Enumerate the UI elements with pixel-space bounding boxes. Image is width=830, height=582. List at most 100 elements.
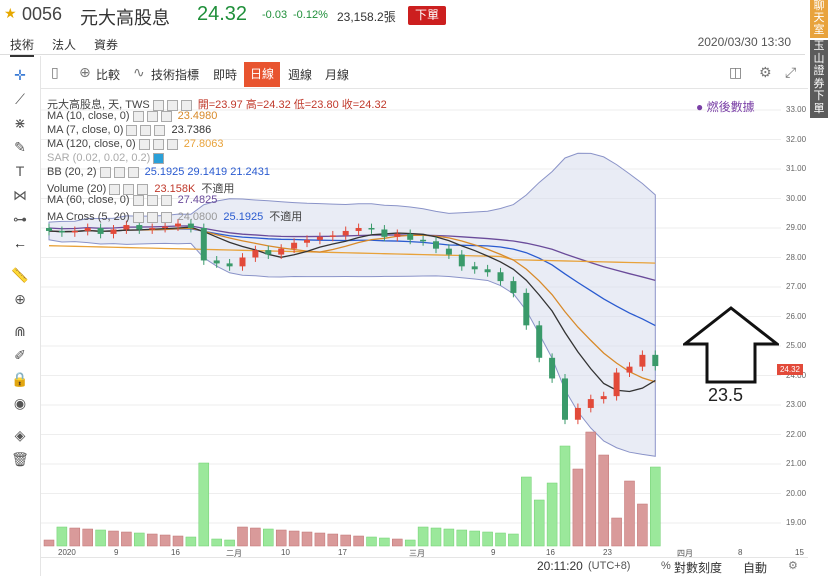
volume-bar xyxy=(572,468,584,547)
compare-icon[interactable]: ⊕ xyxy=(79,64,91,80)
crosshair-icon[interactable]: ✛ xyxy=(14,67,26,83)
chart-area[interactable]: 元大高股息, 天, TWS 開=23.97 高=24.32 低=23.80 收=… xyxy=(41,90,809,580)
candle-body xyxy=(549,357,556,379)
x-tick: 10 xyxy=(281,548,290,557)
volume-bar xyxy=(430,527,442,547)
candle-body xyxy=(420,239,427,242)
candle-body xyxy=(58,230,65,233)
candle-body xyxy=(252,250,259,258)
timezone[interactable]: (UTC+8) xyxy=(588,560,631,572)
draw-mode-icon[interactable]: ✐ xyxy=(14,347,26,363)
fib-tool-icon[interactable]: ⋇ xyxy=(14,115,26,131)
volume-bar xyxy=(508,533,519,547)
intraday-button[interactable]: 即時 xyxy=(213,68,238,82)
candle-body xyxy=(84,228,91,231)
broker-order-button[interactable]: 玉山證券下單 xyxy=(810,40,828,118)
weekly-button[interactable]: 週線 xyxy=(288,68,313,82)
tab-technical[interactable]: 技術 xyxy=(10,36,35,57)
legend-ma60: MA (60, close, 0) 27.4825 xyxy=(47,194,218,206)
sponsor-label[interactable]: ● 燃後數據 xyxy=(696,100,755,114)
chat-button[interactable]: 聊天室 xyxy=(810,0,828,38)
volume-bar xyxy=(237,526,248,547)
gear-icon[interactable]: ⚙ xyxy=(788,560,798,572)
volume-bar xyxy=(379,537,390,547)
candle-body xyxy=(46,228,52,231)
volume-bar xyxy=(546,482,558,547)
back-arrow-icon[interactable]: ← xyxy=(13,235,27,251)
volume-bar xyxy=(495,532,506,547)
bollinger-band xyxy=(48,152,656,457)
y-tick: 23.00 xyxy=(786,400,807,409)
legend-main: 元大高股息, 天, TWS 開=23.97 高=24.32 低=23.80 收=… xyxy=(47,96,390,112)
pencil-icon[interactable]: ✎ xyxy=(14,139,26,155)
star-icon[interactable]: ★ xyxy=(4,5,17,21)
camera-icon[interactable]: ◫ xyxy=(729,64,743,80)
candle-body xyxy=(445,248,452,255)
line-tool-icon[interactable]: ⟋ xyxy=(15,91,25,107)
legend-title: 元大高股息, 天, TWS xyxy=(47,99,150,111)
eye-icon[interactable]: ◉ xyxy=(13,395,27,411)
volume-bar xyxy=(56,526,68,547)
x-tick: 16 xyxy=(546,548,555,557)
magnet-icon[interactable]: ⋒ xyxy=(14,323,26,339)
trash-icon[interactable]: 🗑 xyxy=(11,451,29,467)
volume-bar xyxy=(650,466,661,547)
lock-icon[interactable]: 🔒 xyxy=(11,371,29,387)
auto-scale-toggle[interactable]: 自動 xyxy=(743,561,768,575)
volume-bar xyxy=(533,499,545,547)
fullscreen-icon[interactable]: ⤢ xyxy=(785,64,797,80)
header: ★ 0056 元大高股息 24.32 -0.03 -0.12% 23,158.2… xyxy=(0,0,805,32)
zoom-in-icon[interactable]: ⊕ xyxy=(14,291,26,307)
candle-body xyxy=(342,230,349,236)
tab-institutional[interactable]: 法人 xyxy=(52,38,77,52)
y-tick: 32.00 xyxy=(786,134,807,144)
stock-name: 元大高股息 xyxy=(80,8,170,28)
volume-bar xyxy=(198,462,210,547)
legend-bb: BB (20, 2) 25.1925 29.1419 21.2431 xyxy=(47,166,270,178)
percent-toggle[interactable]: % xyxy=(661,560,671,572)
y-tick: 31.00 xyxy=(786,164,807,173)
indicator-icon[interactable]: ∿ xyxy=(133,64,145,80)
order-button[interactable]: 下單 xyxy=(408,6,446,25)
x-tick: 二月 xyxy=(226,549,242,558)
compare-button[interactable]: 比較 xyxy=(96,68,121,82)
daily-button[interactable]: 日線 xyxy=(244,62,280,87)
monthly-button[interactable]: 月線 xyxy=(325,68,350,82)
forecast-icon[interactable]: ⊶ xyxy=(13,211,27,227)
candle-body xyxy=(71,230,78,233)
indicators-button[interactable]: 技術指標 xyxy=(151,68,200,82)
candle-body xyxy=(639,354,646,367)
y-tick: 27.00 xyxy=(786,282,807,291)
volume-bar xyxy=(108,530,119,547)
ruler-icon[interactable]: 📏 xyxy=(11,267,29,283)
volume-bar xyxy=(443,528,455,547)
volume-bar xyxy=(82,528,93,547)
x-tick: 17 xyxy=(338,548,347,557)
volume-bar xyxy=(263,528,274,547)
log-scale-toggle[interactable]: 對數刻度 xyxy=(674,561,723,575)
layers-icon[interactable]: ◈ xyxy=(14,427,26,443)
candle-body xyxy=(407,233,414,240)
candle-body xyxy=(110,229,117,234)
y-tick: 20.00 xyxy=(786,488,807,498)
symbol-icon[interactable]: ▯ xyxy=(51,64,59,80)
candle-body xyxy=(381,229,388,237)
y-tick: 25.00 xyxy=(786,341,807,350)
text-tool-icon[interactable]: T xyxy=(15,163,25,179)
candle-body xyxy=(587,399,594,408)
legend-macross: MA Cross (5, 20) 24.0800 25.1925 不適用 xyxy=(47,211,303,223)
tab-margin[interactable]: 資券 xyxy=(94,38,119,52)
candle-body xyxy=(536,325,543,358)
settings-icon[interactable]: ⚙ xyxy=(759,64,772,80)
candle-body xyxy=(574,407,581,420)
volume-bar xyxy=(482,531,493,547)
price-change-pct: -0.12% xyxy=(293,9,328,21)
volume-bar xyxy=(417,526,429,547)
volume-bar xyxy=(469,530,480,547)
pattern-icon[interactable]: ⋈ xyxy=(13,187,27,203)
chart-toolbar: ▯ ⊕ 比較 ∿ 技術指標 即時 日線 週線 月線 ◫ ⚙ ⤢ xyxy=(41,58,808,89)
volume-bar xyxy=(456,529,468,547)
candle-body xyxy=(652,354,659,367)
volume-bar xyxy=(211,538,222,547)
drawing-toolbar: ✛ ⟋ ⋇ ✎ T ⋈ ⊶ ← 📏 ⊕ ⋒ ✐ 🔒 ◉ ◈ 🗑 xyxy=(0,56,41,576)
